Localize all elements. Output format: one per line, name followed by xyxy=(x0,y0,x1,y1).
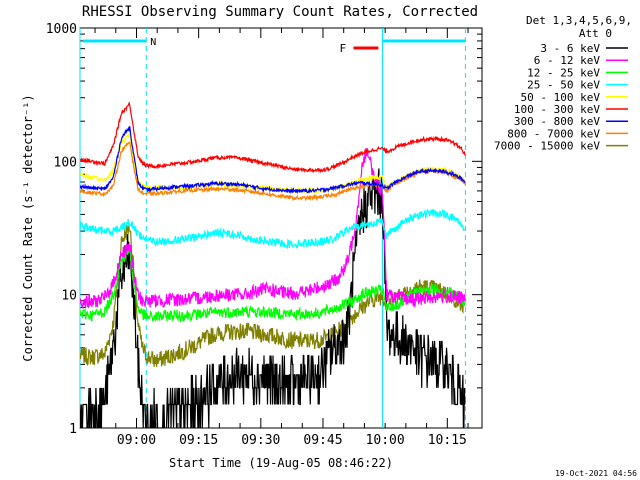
legend-label: 25 - 50 keV xyxy=(527,79,600,92)
night-label: N xyxy=(150,37,156,48)
legend-label: 3 - 6 keV xyxy=(540,42,600,55)
legend-label: 7000 - 15000 keV xyxy=(494,140,600,153)
series-line xyxy=(80,147,466,309)
series-line xyxy=(80,221,466,368)
series-line xyxy=(80,168,466,428)
y-tick-label: 100 xyxy=(54,155,77,170)
legend-label: 50 - 100 keV xyxy=(521,91,601,104)
series-line xyxy=(80,244,466,323)
x-tick-label: 09:15 xyxy=(179,433,218,448)
y-axis: 1 10 100 1000 xyxy=(46,22,482,437)
y-tick-label: 1000 xyxy=(46,22,77,37)
x-tick-label: 09:30 xyxy=(241,433,280,448)
x-tick-label: 09:45 xyxy=(303,433,342,448)
legend-label: 100 - 300 keV xyxy=(514,103,600,116)
legend-header-line-1: Det 1,3,4,5,6,9, xyxy=(526,14,632,27)
series-line xyxy=(80,126,466,195)
flare-label: F xyxy=(340,42,347,55)
chart-title: RHESSI Observing Summary Count Rates, Co… xyxy=(82,4,478,20)
series-layer xyxy=(80,101,466,428)
x-tick-label: 10:00 xyxy=(366,433,405,448)
legend-header-line-2: Att 0 xyxy=(579,27,612,40)
legend-label: 300 - 800 keV xyxy=(514,115,600,128)
x-tick-label: 09:00 xyxy=(117,433,156,448)
x-axis-label: Start Time (19-Aug-05 08:46:22) xyxy=(169,456,393,470)
series-line xyxy=(80,101,466,174)
x-tick-label: 10:15 xyxy=(428,433,467,448)
legend-label: 800 - 7000 keV xyxy=(507,127,600,140)
legend-label: 12 - 25 keV xyxy=(527,66,600,79)
x-axis: 09:00 09:15 09:30 09:45 10:00 10:15 xyxy=(94,28,469,448)
legend-label: 6 - 12 keV xyxy=(534,54,601,67)
y-tick-label: 1 xyxy=(69,422,77,437)
y-axis-label: Corrected Count Rate (s⁻¹ detector⁻¹) xyxy=(21,94,35,361)
footer-date: 19-Oct-2021 04:56 xyxy=(555,469,637,478)
series-line xyxy=(80,208,466,250)
y-tick-label: 10 xyxy=(61,289,77,304)
